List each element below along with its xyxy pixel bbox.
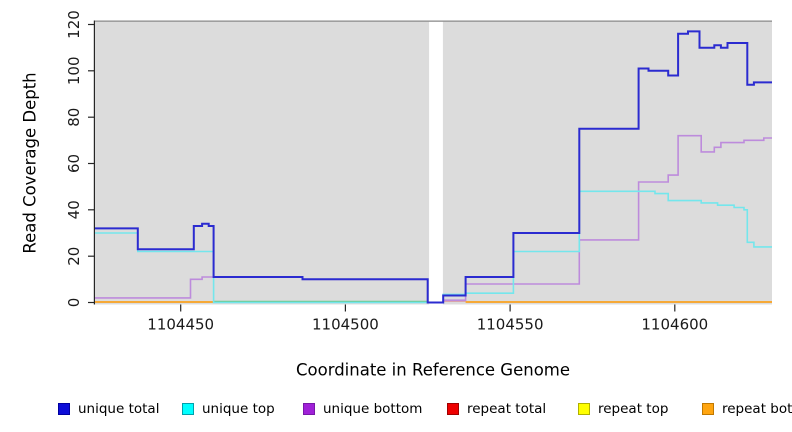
series-unique-top bbox=[95, 190, 772, 304]
y-tick-label: 100 bbox=[65, 56, 83, 85]
legend: unique total unique top unique bottom repea… bbox=[0, 399, 792, 419]
legend-swatch-icon bbox=[578, 403, 590, 415]
legend-label: unique top bbox=[202, 401, 275, 417]
legend-label: repeat top bbox=[598, 401, 669, 417]
legend-label: unique total bbox=[78, 401, 160, 417]
y-tick-label: 20 bbox=[65, 247, 83, 266]
legend-swatch-icon bbox=[303, 403, 315, 415]
legend-swatch-icon bbox=[182, 403, 194, 415]
y-tick-label: 60 bbox=[65, 154, 83, 173]
x-tick-label: 1104450 bbox=[147, 316, 214, 334]
x-tick-label: 1104550 bbox=[477, 316, 544, 334]
x-axis-title: Coordinate in Reference Genome bbox=[295, 360, 571, 380]
series-unique-total bbox=[95, 30, 772, 304]
y-tick-label: 120 bbox=[65, 10, 83, 39]
legend-label: repeat bottom bbox=[722, 401, 792, 417]
legend-swatch-icon bbox=[702, 403, 714, 415]
y-axis-title: Read Coverage Depth bbox=[20, 72, 40, 254]
coverage-plot: 0 20 40 60 80 100 120 1104450 1104500 1104550 1104… bbox=[65, 10, 772, 334]
y-tick-label: 40 bbox=[65, 200, 83, 219]
legend-swatch-icon bbox=[447, 403, 459, 415]
coverage-gap-band bbox=[429, 21, 443, 305]
legend-item-repeat-top: repeat top bbox=[578, 399, 668, 419]
legend-swatch-icon bbox=[58, 403, 70, 415]
legend-item-repeat-bottom: repeat bottom bbox=[702, 399, 792, 419]
x-tick-label: 1104500 bbox=[312, 316, 379, 334]
y-tick-label: 0 bbox=[65, 298, 83, 308]
x-tick-label: 1104600 bbox=[641, 316, 708, 334]
y-tick-label: 80 bbox=[65, 108, 83, 127]
legend-label: unique bottom bbox=[323, 401, 423, 417]
legend-item-unique-top: unique top bbox=[182, 399, 275, 419]
legend-item-repeat-total: repeat total bbox=[447, 399, 546, 419]
legend-label: repeat total bbox=[467, 401, 547, 417]
legend-item-unique-bottom: unique bottom bbox=[303, 399, 422, 419]
legend-item-unique-total: unique total bbox=[58, 399, 159, 419]
